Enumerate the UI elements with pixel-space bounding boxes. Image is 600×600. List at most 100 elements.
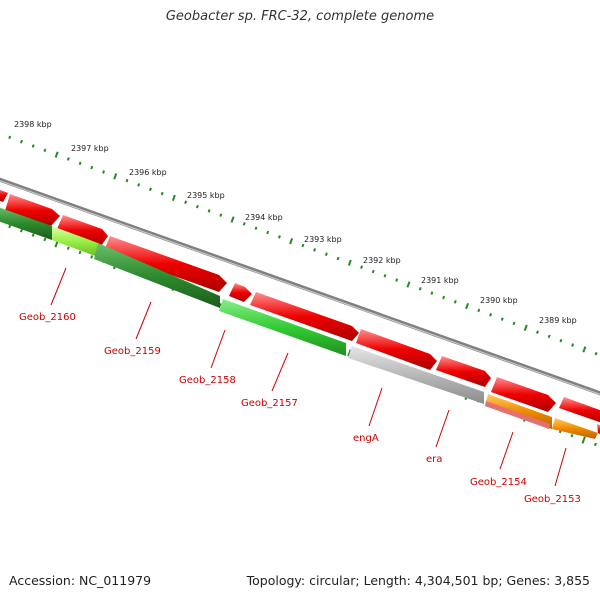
tick-mark	[442, 295, 446, 300]
gene-label-enga: engA	[353, 433, 379, 444]
gene-bar-geob-2159	[94, 243, 220, 308]
tick-mark	[102, 170, 106, 174]
gene-label-geob-2157: Geob_2157	[241, 398, 298, 409]
leader-geob-2153	[554, 447, 567, 487]
tick-mark	[8, 135, 12, 140]
forward-gene-5	[229, 283, 252, 302]
tick-mark	[406, 281, 411, 288]
tick-mark	[66, 157, 70, 161]
tick-mark	[430, 291, 434, 295]
gene-bar-geob-2160	[52, 226, 98, 257]
tick-mark	[523, 324, 528, 331]
forward-gene-8	[436, 356, 491, 387]
gene-bar-geob-2153-tip	[597, 424, 600, 435]
tick-mark	[66, 246, 70, 250]
tick-mark	[571, 343, 575, 347]
tick-mark	[266, 230, 270, 235]
tick-mark	[570, 433, 574, 438]
scale-label: 2392 kbp	[363, 256, 401, 265]
tick-mark	[559, 338, 563, 343]
leader-geob-2160	[50, 267, 67, 306]
tick-mark	[465, 302, 470, 310]
scale-label: 2391 kbp	[421, 276, 459, 285]
gene-label-geob-2154: Geob_2154	[470, 477, 527, 488]
tick-mark	[324, 252, 328, 256]
scale-label: 2397 kbp	[71, 144, 109, 153]
tick-mark	[347, 349, 352, 357]
tick-mark	[277, 235, 281, 239]
tick-mark	[547, 334, 551, 339]
forward-gene-9	[491, 377, 556, 412]
forward-strand-genes	[0, 189, 600, 423]
tick-mark	[230, 216, 235, 223]
accession-text: Accession: NC_011979	[9, 573, 152, 588]
tick-mark	[90, 255, 94, 259]
genome-backbone	[0, 177, 600, 396]
tick-mark	[19, 139, 23, 144]
outer-tick-row	[8, 135, 598, 356]
reverse-strand-genes	[0, 207, 600, 439]
tick-mark	[360, 265, 364, 269]
scale-label: 2393 kbp	[304, 235, 342, 244]
tick-mark	[43, 148, 47, 153]
tick-mark	[78, 250, 82, 255]
gene-bar-geob-2161	[0, 207, 52, 240]
tick-mark	[31, 233, 35, 237]
tick-mark	[219, 303, 223, 307]
tick-mark	[195, 204, 199, 209]
tick-mark	[219, 213, 223, 217]
tick-mark	[242, 222, 246, 226]
tick-mark	[54, 151, 59, 158]
tick-mark	[78, 161, 82, 166]
scale-label: 2394 kbp	[245, 213, 283, 222]
tick-mark	[19, 228, 23, 233]
leader-geob-2154	[499, 431, 514, 470]
forward-gene-7	[356, 329, 437, 370]
tick-mark	[160, 191, 164, 196]
genome-title: Geobacter sp. FRC-32, complete genome	[165, 9, 435, 24]
tick-mark	[418, 287, 422, 291]
tick-mark	[535, 330, 539, 334]
leader-enga	[368, 387, 383, 427]
tick-mark	[148, 187, 152, 192]
tick-mark	[137, 183, 141, 187]
tick-mark	[113, 173, 118, 180]
tick-mark	[395, 278, 399, 282]
tick-mark	[582, 346, 587, 353]
tick-mark	[90, 165, 94, 170]
gene-labels: Geob_2160 Geob_2159 Geob_2158 Geob_2157 …	[19, 312, 581, 505]
gene-leader-lines	[50, 267, 567, 487]
scale-label: 2390 kbp	[480, 296, 518, 305]
tick-mark	[593, 442, 597, 447]
tick-mark	[313, 248, 317, 252]
topology-text: Topology: circular; Length: 4,304,501 bp…	[246, 573, 590, 588]
gene-bar-era-inner	[485, 401, 550, 429]
forward-gene-10	[559, 397, 600, 423]
tick-mark	[31, 144, 35, 148]
forward-gene-4	[104, 236, 227, 292]
tick-mark	[301, 243, 305, 248]
genome-backbone-highlight	[0, 180, 600, 395]
tick-mark	[581, 436, 586, 444]
tick-mark	[254, 226, 258, 230]
tick-mark	[336, 256, 340, 261]
leader-era	[435, 409, 450, 448]
scale-labels: 2398 kbp 2397 kbp 2396 kbp 2395 kbp 2394…	[14, 120, 577, 325]
tick-mark	[500, 317, 504, 321]
leader-geob-2159	[135, 301, 152, 340]
leader-geob-2157	[271, 352, 289, 392]
tick-mark	[125, 178, 129, 183]
tick-mark	[8, 224, 12, 229]
gene-label-geob-2153: Geob_2153	[524, 494, 581, 505]
scale-label: 2398 kbp	[14, 120, 52, 129]
gene-label-geob-2159: Geob_2159	[104, 346, 161, 357]
tick-mark	[383, 274, 387, 278]
forward-gene-2	[5, 194, 60, 227]
tick-mark	[477, 308, 481, 313]
tick-mark	[489, 313, 493, 317]
tick-mark	[184, 200, 188, 204]
gene-label-geob-2160: Geob_2160	[19, 312, 76, 323]
tick-mark	[347, 259, 352, 266]
forward-gene-3	[57, 215, 108, 246]
